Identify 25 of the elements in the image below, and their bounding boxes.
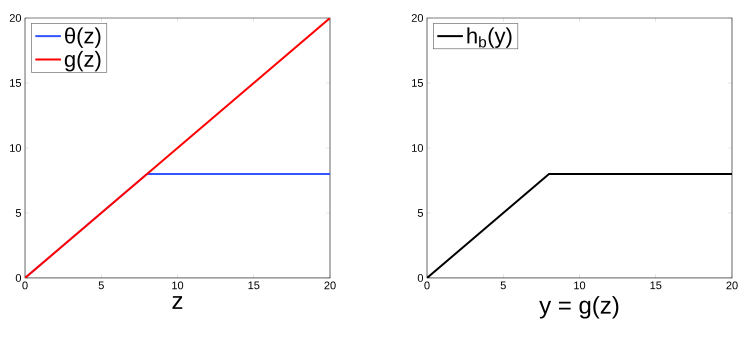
- y-tick-label: 10: [412, 144, 424, 152]
- x-tick-label: 5: [500, 282, 506, 290]
- x-tick-label: 20: [324, 282, 336, 290]
- x-tick-label: 5: [98, 282, 104, 290]
- x-tick-label: 20: [726, 282, 738, 290]
- y-tick-label: 0: [16, 274, 22, 282]
- legend-label: θ(z): [65, 27, 100, 48]
- y-tick-label: 5: [418, 209, 423, 217]
- x-tick-label: 15: [650, 282, 662, 290]
- x-axis-title: z: [172, 296, 182, 309]
- x-tick-label: 10: [574, 282, 586, 290]
- y-tick-label: 5: [16, 209, 22, 217]
- y-tick-label: 15: [10, 79, 22, 87]
- x-tick-label: 10: [172, 282, 184, 290]
- x-tick-label: 0: [424, 282, 430, 290]
- legend-label: h$_{b}$(y): [467, 27, 512, 48]
- y-tick-label: 20: [10, 14, 22, 22]
- y-tick-label: 10: [10, 144, 22, 152]
- y-tick-label: 20: [412, 14, 424, 22]
- x-tick-label: 0: [22, 282, 28, 290]
- y-tick-label: 15: [412, 79, 423, 87]
- legend-label: g(z): [64, 50, 100, 72]
- x-tick-label: 15: [248, 282, 260, 290]
- x-axis-title: y = g(z): [539, 296, 618, 319]
- y-tick-label: 0: [418, 274, 424, 282]
